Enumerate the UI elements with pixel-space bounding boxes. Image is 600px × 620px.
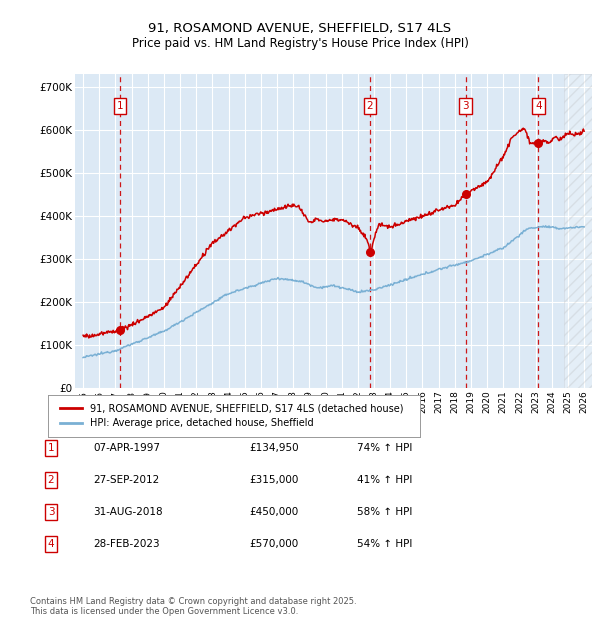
Text: 4: 4 [535, 100, 542, 111]
Text: 07-APR-1997: 07-APR-1997 [93, 443, 160, 453]
Text: 28-FEB-2023: 28-FEB-2023 [93, 539, 160, 549]
Text: 1: 1 [116, 100, 123, 111]
Text: 91, ROSAMOND AVENUE, SHEFFIELD, S17 4LS: 91, ROSAMOND AVENUE, SHEFFIELD, S17 4LS [148, 22, 452, 35]
Text: 2: 2 [47, 475, 55, 485]
Text: 3: 3 [463, 100, 469, 111]
Text: 1: 1 [47, 443, 55, 453]
Text: £134,950: £134,950 [249, 443, 299, 453]
Bar [564, 74, 592, 388]
Text: 74% ↑ HPI: 74% ↑ HPI [357, 443, 412, 453]
Text: This data is licensed under the Open Government Licence v3.0.: This data is licensed under the Open Gov… [30, 607, 298, 616]
Text: 27-SEP-2012: 27-SEP-2012 [93, 475, 159, 485]
Legend: 91, ROSAMOND AVENUE, SHEFFIELD, S17 4LS (detached house), HPI: Average price, de: 91, ROSAMOND AVENUE, SHEFFIELD, S17 4LS … [56, 400, 407, 432]
Text: £570,000: £570,000 [249, 539, 298, 549]
Text: Price paid vs. HM Land Registry's House Price Index (HPI): Price paid vs. HM Land Registry's House … [131, 37, 469, 50]
Text: Contains HM Land Registry data © Crown copyright and database right 2025.: Contains HM Land Registry data © Crown c… [30, 597, 356, 606]
Text: 3: 3 [47, 507, 55, 517]
Text: 4: 4 [47, 539, 55, 549]
Text: £450,000: £450,000 [249, 507, 298, 517]
Text: 31-AUG-2018: 31-AUG-2018 [93, 507, 163, 517]
Text: £315,000: £315,000 [249, 475, 298, 485]
Text: 58% ↑ HPI: 58% ↑ HPI [357, 507, 412, 517]
Text: 54% ↑ HPI: 54% ↑ HPI [357, 539, 412, 549]
Text: 2: 2 [367, 100, 373, 111]
Text: 41% ↑ HPI: 41% ↑ HPI [357, 475, 412, 485]
